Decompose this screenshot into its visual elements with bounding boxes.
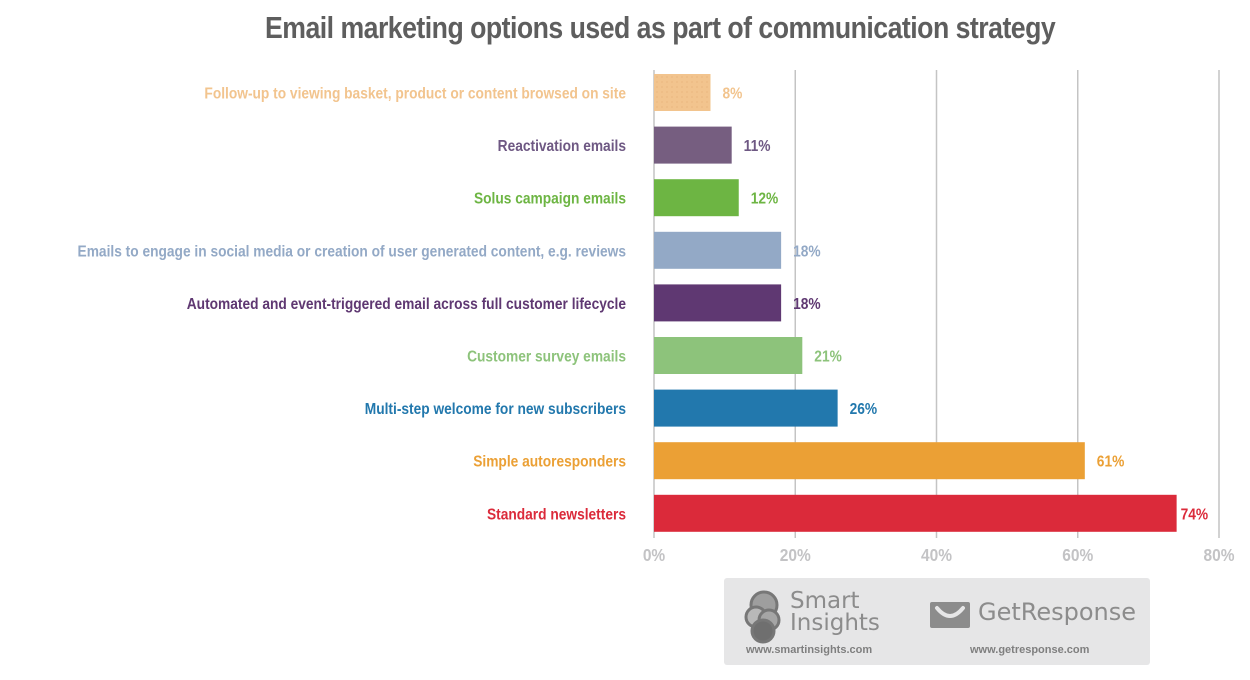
x-axis-ticks: 0% 20% 40% 60% 80%: [643, 545, 1235, 565]
x-tick-label: 60%: [1062, 545, 1093, 565]
bar: [654, 179, 739, 217]
bar: [654, 494, 1177, 532]
getresponse-name: GetResponse: [978, 598, 1137, 626]
bar: [654, 442, 1085, 480]
value-labels: 8% 11% 12% 18% 18% 21% 26% 61% 74%: [722, 85, 1208, 524]
value-label: 74%: [1181, 505, 1209, 523]
bar: [654, 126, 732, 164]
smartinsights-logo: Smart Insights: [742, 588, 882, 644]
bar: [654, 337, 803, 374]
value-label: 26%: [850, 400, 878, 418]
smartinsights-url: www.smartinsights.com: [746, 644, 873, 656]
category-label: Standard newsletters: [487, 505, 626, 523]
value-label: 8%: [722, 85, 742, 103]
sponsor-logos: Smart Insights www.smartinsights.com Get…: [724, 578, 1150, 665]
category-label: Automated and event-triggered email acro…: [187, 295, 626, 313]
bar: [654, 284, 782, 322]
bar: [654, 74, 711, 111]
value-label: 11%: [744, 137, 771, 155]
smartinsights-icon: [744, 590, 781, 644]
bars: [654, 74, 1177, 532]
bar: [654, 389, 838, 427]
category-label: Emails to engage in social media or crea…: [78, 242, 626, 260]
category-label: Simple autoresponders: [473, 453, 626, 471]
x-tick-label: 0%: [643, 545, 665, 565]
x-tick-label: 40%: [921, 545, 952, 565]
value-label: 18%: [793, 295, 821, 313]
category-label: Customer survey emails: [467, 348, 626, 366]
envelope-icon: [930, 602, 970, 628]
smartinsights-name-line1: Smart: [790, 588, 860, 614]
bar: [654, 231, 782, 269]
smartinsights-name-line2: Insights: [790, 610, 880, 636]
getresponse-url: www.getresponse.com: [970, 644, 1090, 656]
category-label: Multi-step welcome for new subscribers: [365, 400, 626, 418]
x-tick-label: 80%: [1204, 545, 1235, 565]
x-tick-label: 20%: [780, 545, 811, 565]
value-label: 61%: [1097, 453, 1125, 471]
chart-title: Email marketing options used as part of …: [265, 10, 1056, 45]
value-label: 21%: [814, 348, 842, 366]
category-labels: Follow-up to viewing basket, product or …: [78, 85, 626, 524]
value-label: 12%: [751, 190, 779, 208]
category-label: Solus campaign emails: [474, 190, 626, 208]
category-label: Reactivation emails: [498, 137, 626, 155]
value-label: 18%: [793, 242, 821, 260]
category-label: Follow-up to viewing basket, product or …: [204, 85, 626, 103]
getresponse-logo: GetResponse: [930, 598, 1140, 630]
